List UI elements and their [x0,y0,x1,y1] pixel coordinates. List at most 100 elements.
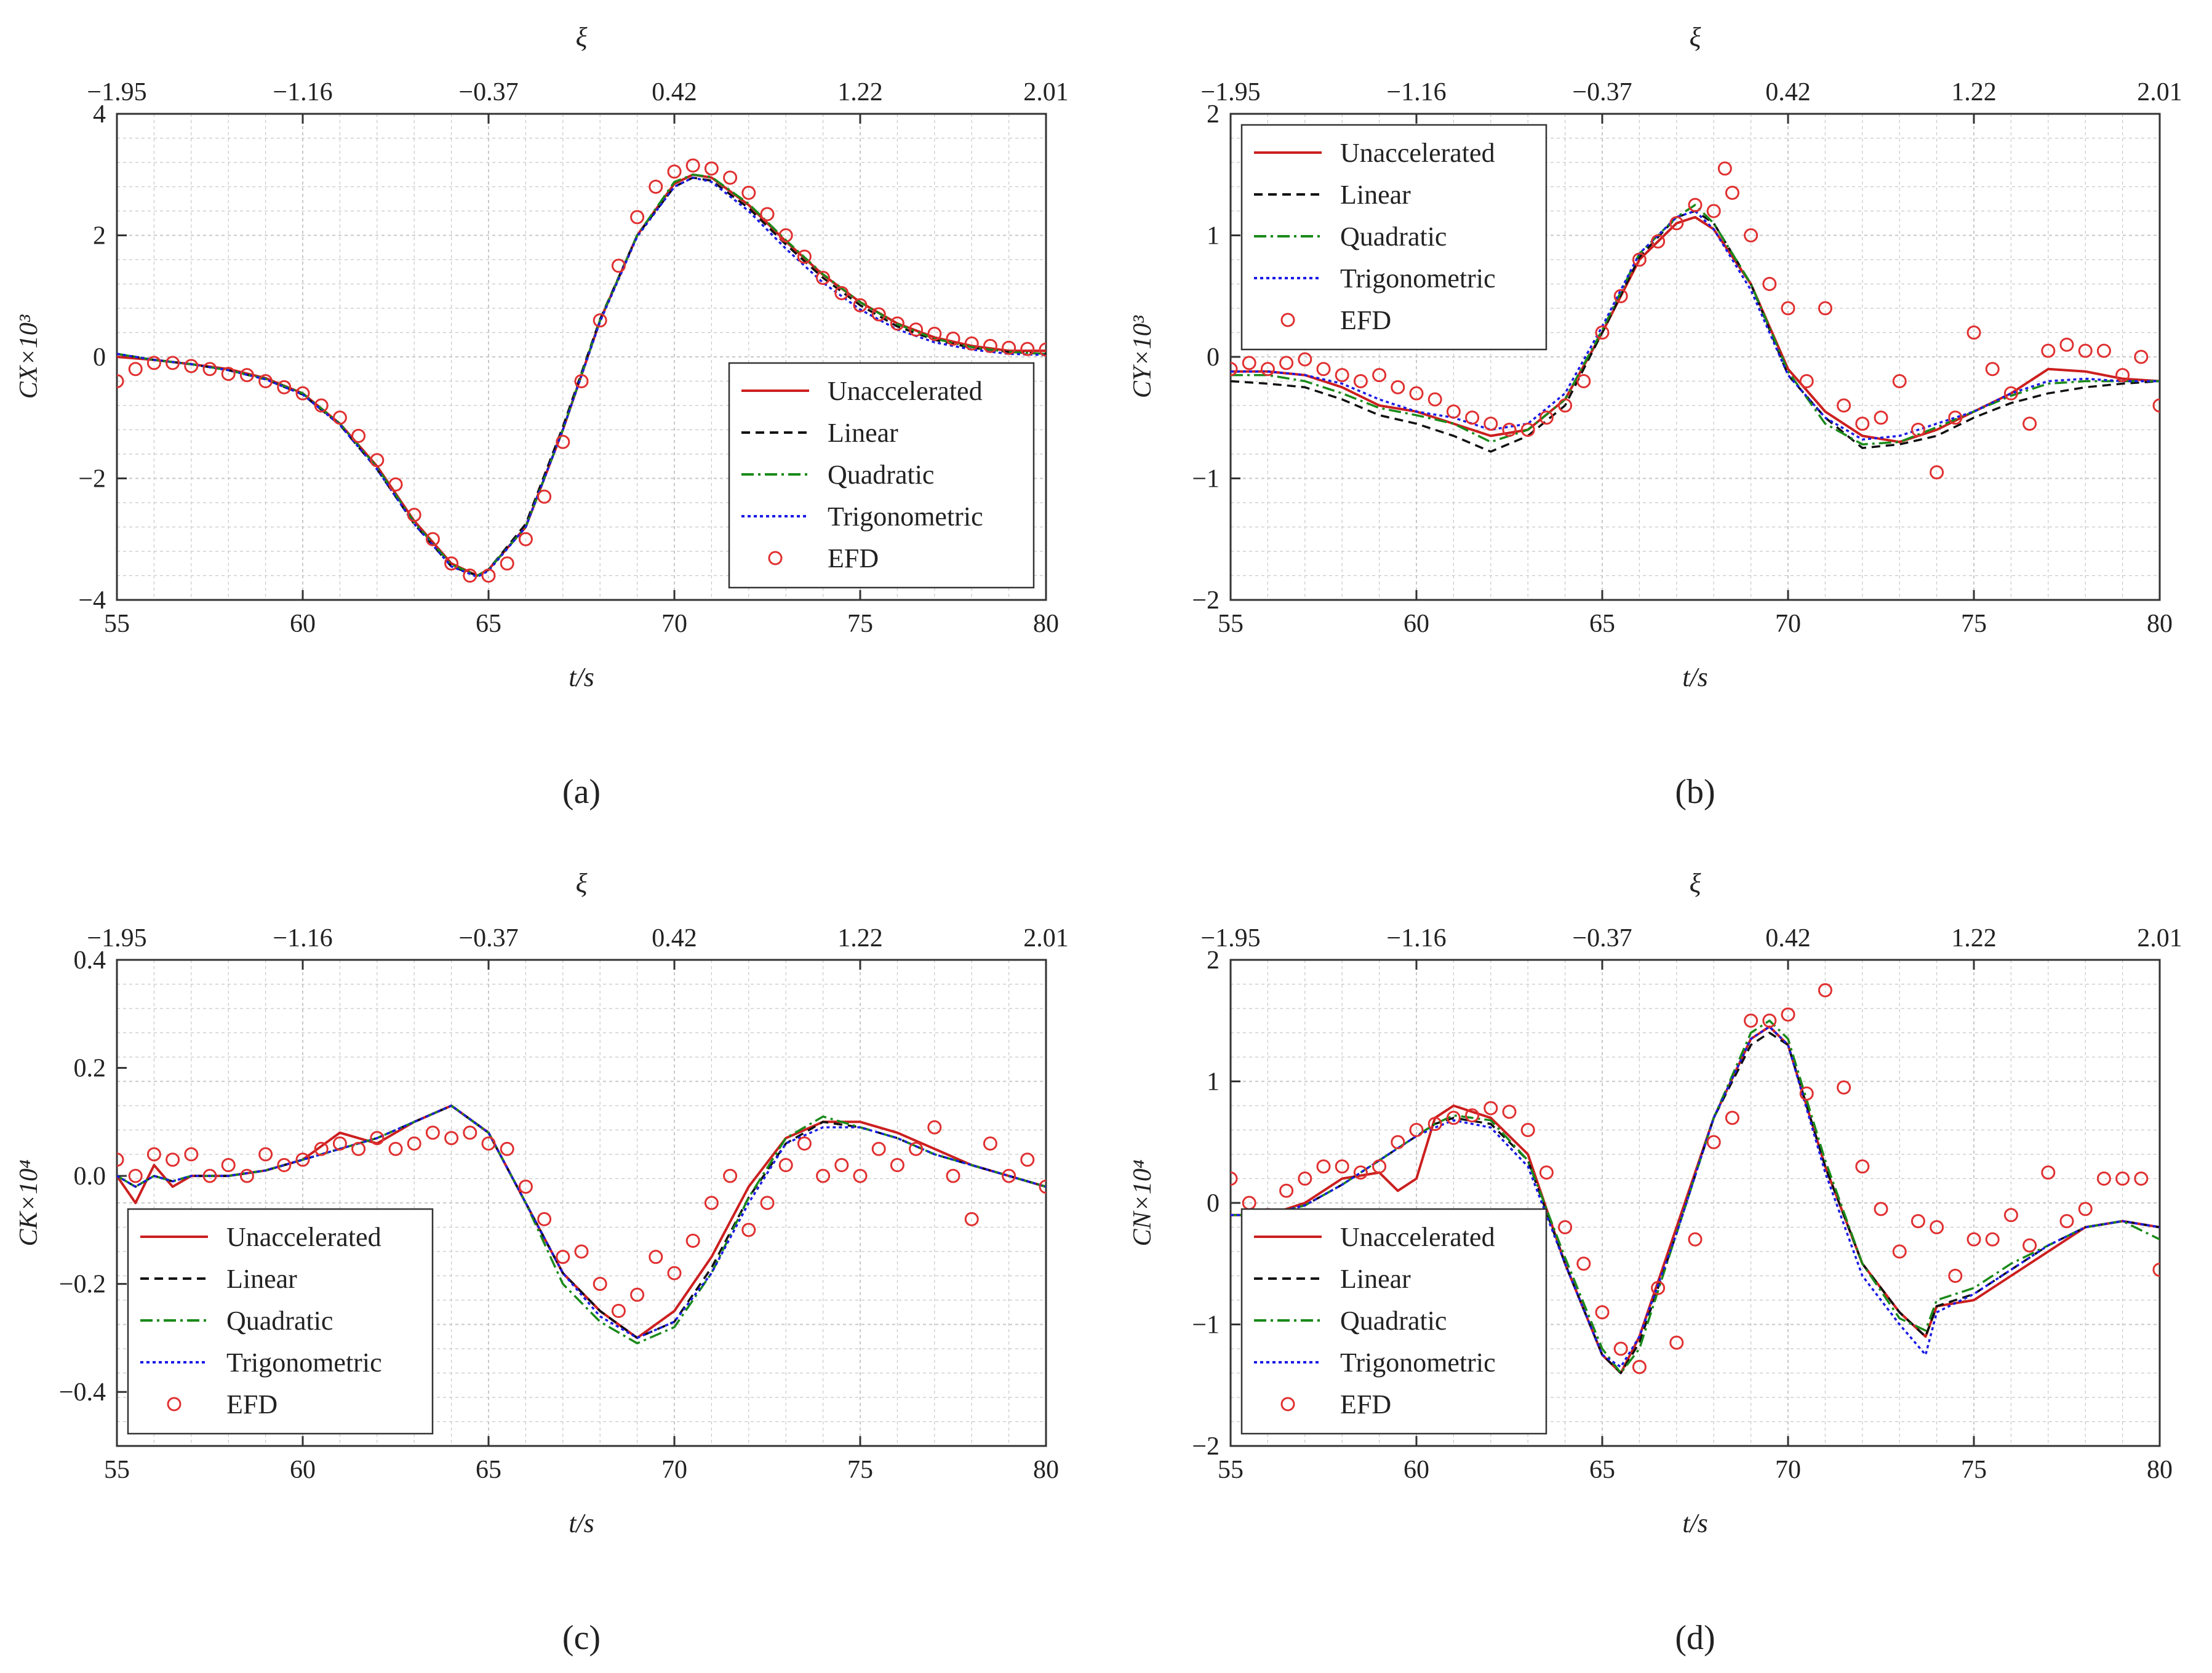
x-axis-label: t/s [1682,1508,1708,1538]
efd-point [2152,398,2160,413]
efd-point [983,338,997,353]
panel-d: 55 60 65 70 75 80 −1.95 −1.16 −0.37 0.42 1.22 2.01 −… [1128,868,2182,1657]
efd-point [1762,277,1777,291]
efd-point [1279,1183,1294,1198]
legend-label: Trigonometric [1340,263,1496,293]
efd-point [1353,1165,1368,1180]
efd-point [1539,410,1554,425]
efd-point [258,1147,273,1162]
x-tick-label: 55 [104,1456,130,1484]
x-axis-label: t/s [569,1508,594,1538]
efd-point [1002,1168,1016,1183]
efd-point [1781,301,1795,316]
efd-point [723,170,738,185]
efd-point [909,1141,924,1156]
efd-point [518,532,533,546]
efd-point [314,1141,329,1156]
top-tick-label: −1.95 [87,924,146,952]
x-axis-label: t/s [569,662,594,692]
efd-point [797,249,812,264]
top-tick-label: −1.95 [1200,924,1260,952]
efd-point [834,285,849,300]
efd-point [351,428,366,443]
x-tick-label: 75 [847,1456,873,1484]
efd-point [685,158,700,173]
legend-label: Unaccelerated [828,376,983,406]
efd-point [574,1244,589,1259]
legend-label: Unaccelerated [1340,1222,1495,1252]
efd-point [295,386,310,401]
top-tick-label: 2.01 [1023,78,1069,106]
efd-point [332,1136,347,1151]
efd-point [2059,1214,2074,1229]
efd-point [1688,1232,1703,1247]
efd-point [128,362,143,377]
efd-point [1298,1172,1312,1186]
efd-point [909,322,924,337]
efd-point [184,1147,199,1162]
efd-point [1335,1159,1349,1174]
efd-point [128,1168,143,1183]
y-tick-label: 0.2 [74,1055,106,1083]
legend-label: Quadratic [828,460,934,490]
efd-point [518,1180,533,1194]
y-tick-label: −2 [1192,1432,1220,1461]
efd-point [741,185,756,200]
efd-point [370,1131,385,1146]
efd-point [1874,410,1888,425]
efd-point [946,1168,960,1183]
x-tick-label: 65 [476,1456,501,1484]
y-tick-label: −1 [1192,1311,1220,1340]
efd-point [1465,1108,1480,1123]
efd-point [2096,1172,2111,1186]
efd-point [556,434,570,449]
y-tick-label: −0.4 [59,1378,106,1407]
x-tick-label: 65 [1589,1456,1615,1484]
x-tick-label: 55 [1218,1456,1244,1484]
efd-point [1855,417,1870,431]
efd-point [166,356,180,370]
efd-point [2115,1172,2130,1186]
efd-point [1409,386,1424,401]
efd-point [1706,1135,1721,1149]
efd-point [332,410,347,425]
series-group [1231,161,2160,480]
legend-marker-efd [1280,1397,1295,1411]
efd-point [388,1141,403,1156]
legend-marker-efd [768,551,783,565]
series-line-trigonometric [117,1104,1046,1340]
efd-point [407,1136,421,1151]
efd-point [1520,1123,1535,1137]
efd-point [463,569,477,583]
series-group [117,1104,1046,1344]
top-tick-label: 1.22 [837,78,883,106]
efd-point [1372,368,1387,383]
efd-point [2003,386,2018,401]
legend-label: Unaccelerated [226,1222,381,1252]
efd-point [704,1196,719,1210]
efd-point [2003,1208,2018,1223]
top-axis-label: ξ [576,868,588,898]
efd-point [500,556,514,571]
y-tick-label: 0 [1207,343,1220,372]
efd-point [500,1141,514,1156]
efd-point [778,228,793,242]
efd-point [649,180,663,194]
efd-point [816,271,831,285]
efd-point [444,556,459,571]
efd-point [2078,343,2093,358]
efd-point [1966,1232,1981,1247]
efd-point [1039,342,1046,357]
efd-point [1231,362,1238,377]
efd-point [1576,374,1591,388]
efd-point [1483,1101,1498,1116]
efd-point [890,316,904,331]
efd-point [1688,198,1703,212]
efd-point [1483,417,1498,431]
efd-point [1020,341,1035,356]
efd-point [723,1168,738,1183]
efd-point [964,336,979,351]
efd-point [351,1141,366,1156]
efd-point [1669,1335,1684,1350]
x-tick-label: 80 [2147,1456,2173,1484]
